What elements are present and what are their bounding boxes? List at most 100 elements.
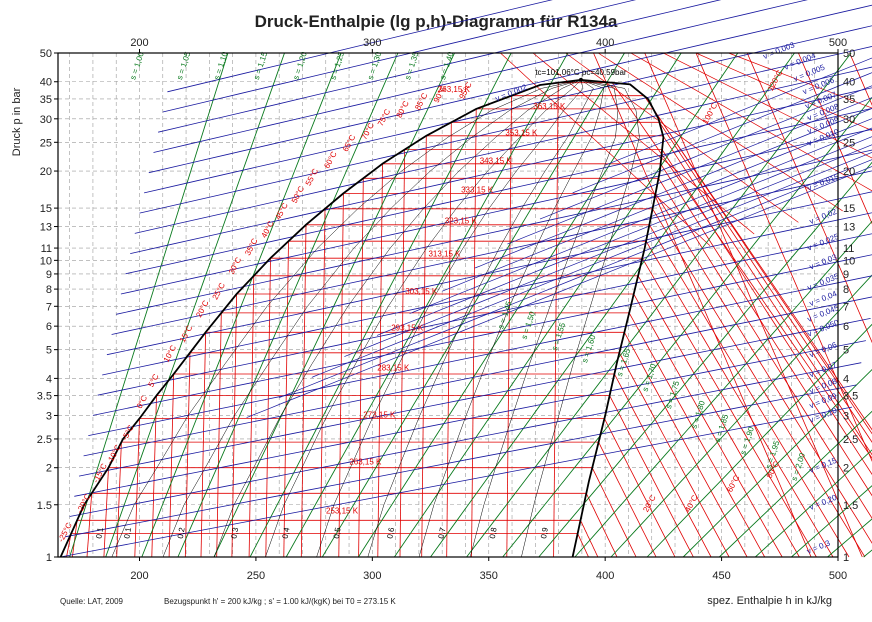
isotherm-vapor	[659, 122, 872, 443]
chart-title: Druck-Enthalpie (lg p,h)-Diagramm für R1…	[255, 12, 618, 31]
isentrope-line	[105, 52, 285, 558]
plot-area: -25°C-20°C-15°C-10°C-5°C0°C5°C10°C15°C20…	[37, 0, 872, 582]
isotherm-vapor	[633, 293, 783, 558]
y-tick-label-right: 3	[843, 410, 849, 422]
y-tick-label: 10	[40, 255, 52, 267]
y-tick-label-right: 40	[843, 77, 855, 89]
isotherm-kelvin-label: 273,15 K	[363, 411, 396, 420]
plot-frame	[57, 52, 839, 558]
y-tick-label-right: 2	[843, 463, 849, 475]
isochore-line	[125, 108, 872, 275]
x-tick-label: 250	[247, 570, 265, 582]
y-tick-label: 2	[46, 463, 52, 475]
isochore-outer	[246, 166, 872, 418]
y-tick-label-right: 10	[843, 255, 855, 267]
isotherm-vapor	[577, 533, 589, 558]
y-tick-label: 35	[40, 94, 52, 106]
isochore-line	[92, 254, 872, 416]
x-top-tick-label: 400	[596, 37, 614, 49]
isentrope-line	[502, 96, 872, 558]
isotherm-liquid	[168, 373, 175, 558]
isochore-line	[64, 384, 857, 538]
quality-label-left: 0,1	[94, 526, 105, 539]
isochore-outer	[507, 97, 872, 245]
isotherm-liquid	[184, 352, 191, 558]
quality-label: 0,5	[332, 526, 343, 539]
isochore-outer	[474, 108, 872, 269]
isochore-line	[148, 4, 872, 174]
isotherm-vapor	[645, 240, 834, 558]
y-tick-label: 11	[41, 243, 52, 255]
quality-line	[367, 79, 594, 558]
isochore-outer	[376, 136, 872, 336]
y-tick-label: 3	[46, 410, 52, 422]
isentrope-line	[285, 52, 569, 558]
x-tick-label: 500	[829, 570, 847, 582]
isotherm-liquid	[319, 208, 326, 558]
isentrope-line	[430, 52, 795, 558]
y-tick-label: 25	[40, 137, 52, 149]
y-tick-label: 7	[46, 301, 52, 313]
isentrope-line	[466, 52, 852, 558]
isotherm-vapor	[611, 82, 872, 459]
isotherm-vapor	[614, 373, 712, 558]
isotherm-superheated	[746, 52, 872, 344]
y-tick-label: 8	[46, 284, 52, 296]
isochore-line	[88, 275, 872, 436]
x-axis-label: spez. Enthalpie h in kJ/kg	[707, 595, 832, 607]
isotherm-vapor	[624, 332, 748, 558]
isochore-outer	[539, 85, 872, 220]
quality-line	[265, 79, 582, 558]
isotherm-liquid	[399, 149, 405, 558]
quality-line	[521, 79, 640, 558]
x-tick-label: 300	[363, 570, 381, 582]
isotherm-kelvin-label: 293,15 K	[391, 324, 424, 333]
isochore-line	[69, 362, 862, 517]
isotherm-vapor	[637, 275, 800, 558]
isotherm-kelvin-label: 353,15 K	[505, 128, 538, 137]
isotherm-kelvin-label: 263,15 K	[438, 85, 471, 94]
isochore-line	[116, 149, 872, 315]
isotherm-liquid	[283, 241, 289, 558]
y-tick-label: 4	[46, 373, 52, 385]
isotherm-liquid	[216, 312, 222, 558]
isentrope-line	[394, 52, 739, 558]
isotherm-vapor	[609, 395, 694, 558]
isotherm-supercritical	[728, 52, 872, 109]
isochore-line	[162, 0, 637, 113]
isotherm-superheated	[695, 52, 872, 462]
saturation-vapor-line	[571, 79, 665, 558]
y-tick-label-right: 2.5	[843, 434, 858, 446]
isochore-line	[102, 212, 872, 376]
isentrope-line	[141, 52, 342, 558]
y-tick-label-right: 1.5	[843, 500, 858, 512]
isotherm-vapor	[628, 312, 766, 558]
isotherm-kelvin-label: 263,15 K	[349, 458, 382, 467]
y-tick-label: 40	[40, 77, 52, 89]
y-tick-label: 30	[40, 114, 52, 126]
quality-label: 0,8	[488, 526, 499, 539]
isotherm-vapor	[619, 352, 730, 558]
y-tick-label: 3.5	[37, 391, 52, 403]
isotherm-vapor	[660, 163, 872, 497]
y-tick-label-right: 4	[843, 373, 849, 385]
isotherm-kelvin-label: 323,15 K	[445, 217, 478, 226]
footnote-reference: Bezugspunkt h' = 200 kJ/kg ; s' = 1.00 k…	[164, 597, 396, 606]
quality-line	[111, 79, 581, 558]
y-tick-label-right: 25	[843, 137, 855, 149]
y-tick-label-right: 30	[843, 114, 855, 126]
y-tick-label-right: 6	[843, 321, 849, 333]
isotherm-liquid	[446, 122, 452, 558]
isochore-line	[83, 296, 872, 457]
isotherm-liquid	[200, 332, 206, 558]
quality-line	[469, 79, 619, 558]
isotherm-vapor	[661, 149, 872, 476]
isotherm-kelvin-label: 333,15 K	[461, 186, 494, 195]
isochore-outer	[311, 152, 872, 378]
isotherm-supercritical	[663, 52, 872, 159]
isochore-line	[120, 128, 872, 295]
isochore-outer	[409, 127, 872, 314]
isotherm-vapor	[604, 418, 676, 558]
y-tick-label-right: 13	[843, 222, 855, 234]
